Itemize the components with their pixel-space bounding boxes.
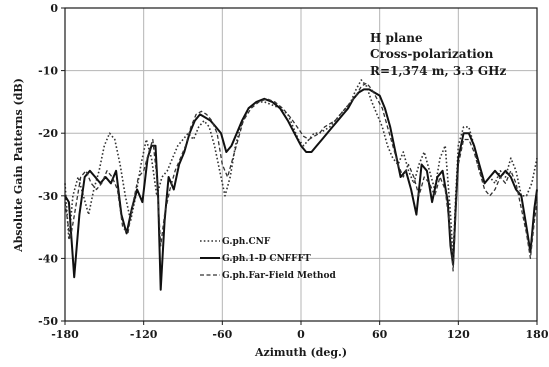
annotation-line-1: H plane xyxy=(370,31,423,45)
y-tick-label: -30 xyxy=(38,190,58,203)
series-line-2 xyxy=(64,82,538,272)
y-tick-label: -40 xyxy=(38,252,58,265)
y-axis-title: Absolute Gain Patterns (dB) xyxy=(12,78,25,253)
annotation-block: H plane Cross-polarization R=1,374 m, 3.… xyxy=(370,31,506,78)
x-tick-labels: -180 -120 -60 0 60 120 180 xyxy=(51,321,549,341)
x-tick-label: 180 xyxy=(526,328,549,341)
legend-label-cnf: G.ph.CNF xyxy=(222,237,271,247)
y-tick-label: 0 xyxy=(50,2,58,15)
series-line-1 xyxy=(64,88,538,291)
y-tick-label: -50 xyxy=(38,315,58,328)
series-line-0 xyxy=(64,79,538,260)
legend: G.ph.CNF G.ph.1-D CNFFFT G.ph.Far-Field … xyxy=(200,237,336,281)
x-tick-label: 60 xyxy=(372,328,388,341)
y-tick-label: -10 xyxy=(38,65,58,78)
x-tick-label: -120 xyxy=(130,328,158,341)
x-tick-label: 120 xyxy=(447,328,470,341)
annotation-line-2: Cross-polarization xyxy=(370,47,494,61)
x-tick-label: -60 xyxy=(212,328,232,341)
y-tick-label: -20 xyxy=(38,127,58,140)
x-axis-title: Azimuth (deg.) xyxy=(254,346,347,359)
legend-label-cnffft: G.ph.1-D CNFFFT xyxy=(222,254,311,264)
annotation-line-3: R=1,374 m, 3.3 GHz xyxy=(370,64,506,78)
x-tick-label: 0 xyxy=(297,328,305,341)
x-tick-label: -180 xyxy=(51,328,79,341)
y-tick-labels: 0 -10 -20 -30 -40 -50 xyxy=(38,2,65,328)
series-group xyxy=(64,79,538,291)
legend-label-farfield: G.ph.Far-Field Method xyxy=(222,271,336,281)
